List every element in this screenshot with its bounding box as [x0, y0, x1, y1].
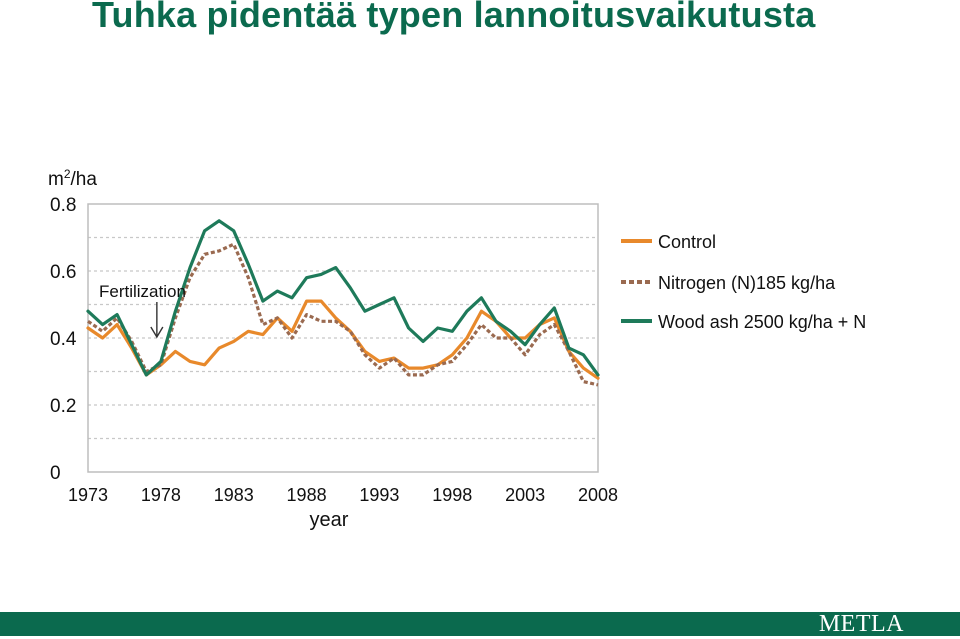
y-tick-label: 0.4: [50, 329, 77, 350]
x-tick-label: 1993: [359, 485, 399, 505]
x-tick-label: 1988: [287, 485, 327, 505]
metla-logo: METLA: [818, 611, 904, 637]
y-axis-title-rest: /ha: [71, 169, 98, 190]
x-tick-label: 1983: [214, 485, 254, 505]
plot-frame: [87, 203, 599, 473]
line-chart: 00.20.40.60.8 1973 1978 1983 1988 1993 1998 20…: [48, 167, 866, 531]
x-tick-label: 2008: [578, 485, 618, 505]
x-tick-labels: 1973 1978 1983 1988 1993 1998 2003 2008: [68, 485, 618, 505]
y-tick-label: 0.2: [50, 396, 76, 417]
footer-bar: METLA: [0, 611, 960, 637]
x-tick-label: 2003: [505, 485, 545, 505]
series-line-3: [86, 219, 600, 377]
x-tick-label: 1978: [141, 485, 181, 505]
legend: Control Nitrogen (N)185 kg/ha Wood ash 250…: [621, 232, 866, 332]
y-axis-title: m2/ha: [48, 167, 97, 190]
x-tick-label: 1973: [68, 485, 108, 505]
y-tick-label: 0.6: [50, 262, 76, 283]
y-tick-labels: 0 0.2 0.4 0.6 0.8: [50, 195, 77, 484]
arrow-head: [150, 326, 164, 339]
y-tick-label: 0: [50, 463, 61, 484]
annotation-label: Fertilization: [99, 282, 186, 301]
x-tick-label: 1998: [432, 485, 472, 505]
legend-label: Control: [658, 232, 716, 252]
slide-title: Tuhka pidentää typen lannoitusvaikutusta: [92, 0, 816, 35]
legend-label: Nitrogen (N)185 kg/ha: [658, 273, 836, 293]
fertilization-annotation: Fertilization: [99, 282, 186, 339]
x-axis-title: year: [310, 509, 349, 531]
series-line-2: [87, 242, 599, 387]
y-axis-title-sup: 2: [64, 167, 71, 181]
y-axis-title-base: m: [48, 169, 64, 190]
y-tick-label: 0.8: [50, 195, 76, 216]
gridlines: [88, 236, 598, 440]
series-lines: [86, 219, 600, 387]
legend-label: Wood ash 2500 kg/ha + N: [658, 312, 866, 332]
down-arrow-icon: [150, 302, 164, 339]
